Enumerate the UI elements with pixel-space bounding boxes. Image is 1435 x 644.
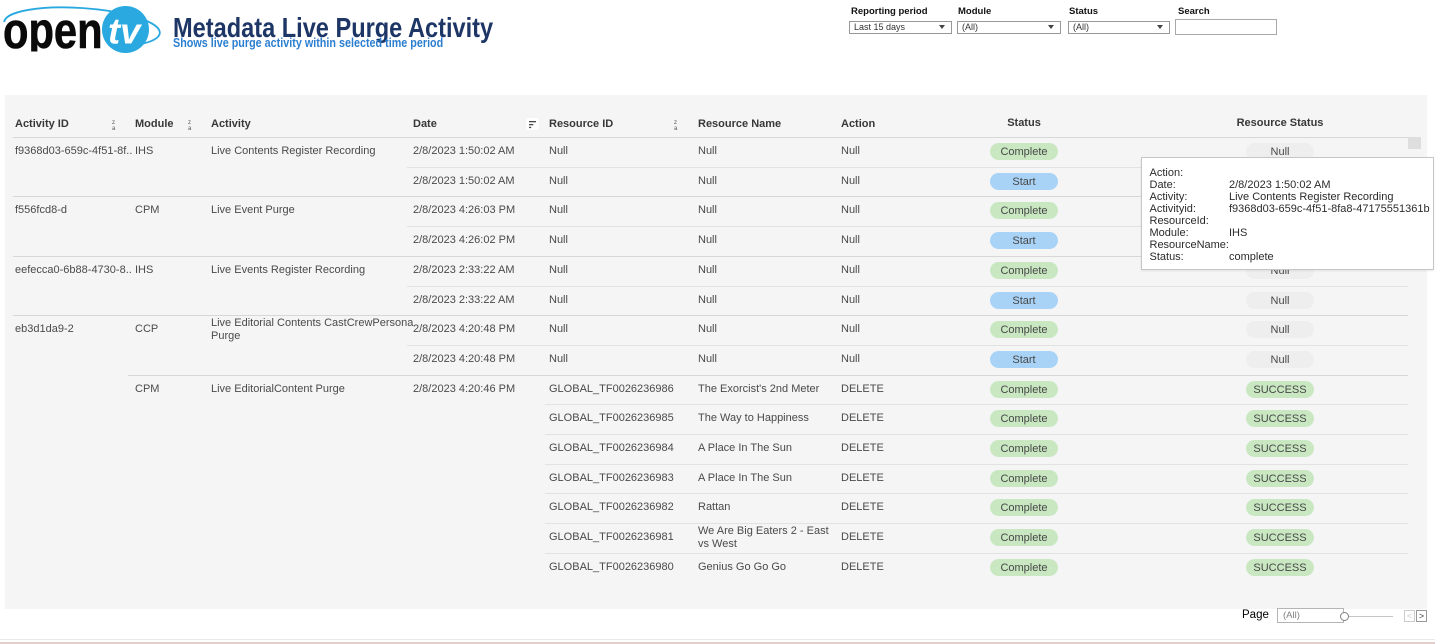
svg-text:z: z [674,120,677,126]
svg-text:a: a [674,126,678,130]
svg-text:open: open [3,2,103,59]
svg-text:tv: tv [108,11,142,52]
svg-text:z: z [112,120,115,126]
svg-text:a: a [112,126,116,130]
svg-text:z: z [188,120,191,126]
svg-text:a: a [188,126,192,130]
